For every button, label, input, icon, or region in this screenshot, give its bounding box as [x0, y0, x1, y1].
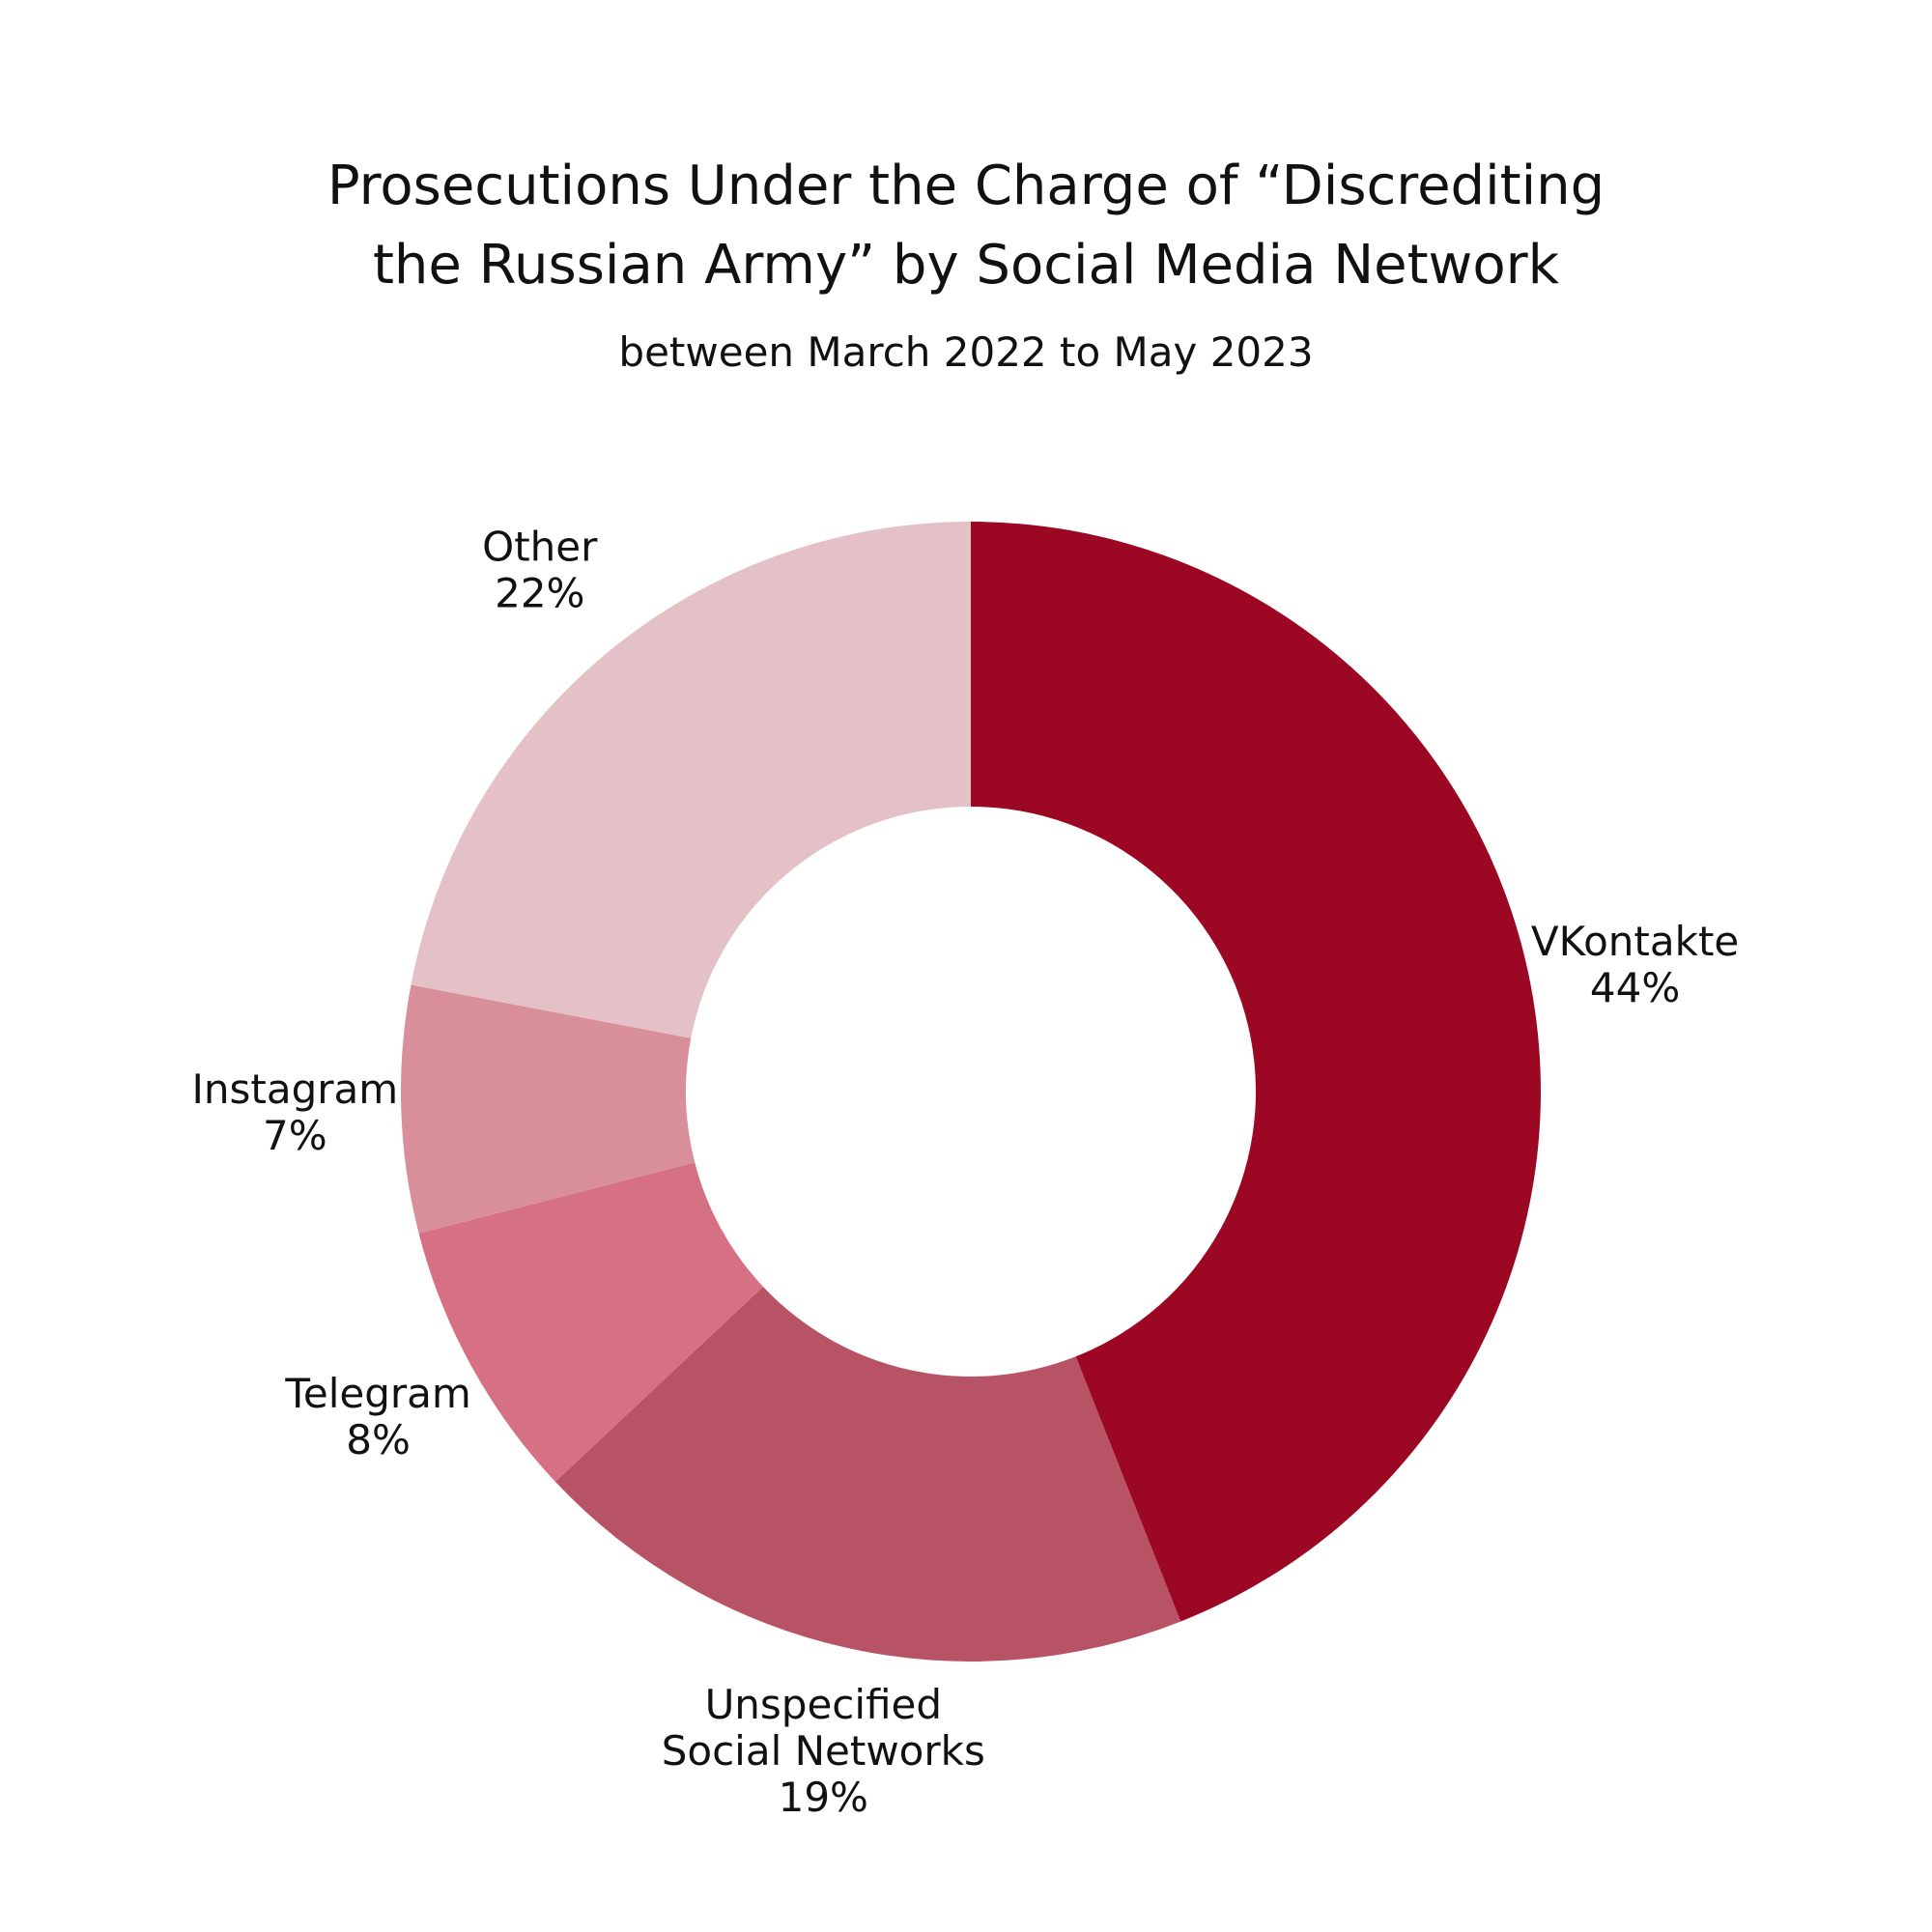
slice-name-label: Other [482, 524, 598, 571]
slice-label-unspecified-social-networks: Unspecified Social Networks 19% [662, 1681, 985, 1821]
slice-telegram [418, 1162, 763, 1482]
slice-unspecified-social-networks [554, 1286, 1181, 1662]
slice-name-label: Social Networks [662, 1727, 985, 1775]
slice-name-label: VKontakte [1531, 918, 1739, 965]
slice-vkontakte [971, 522, 1542, 1622]
slice-instagram [400, 984, 696, 1234]
slice-value-label: 8% [346, 1416, 411, 1463]
slice-label-instagram: Instagram 7% [192, 1065, 399, 1159]
chart-title: Prosecutions Under the Charge of “Discre… [242, 147, 1690, 305]
slice-value-label: 22% [495, 570, 584, 617]
slice-label-other: Other 22% [482, 524, 598, 617]
chart-subtitle: between March 2022 to May 2023 [618, 328, 1314, 376]
slice-value-label: 19% [779, 1774, 868, 1821]
slice-name-label: Instagram [192, 1065, 399, 1113]
slice-label-vkontakte: VKontakte 44% [1531, 918, 1739, 1011]
slice-other [411, 522, 971, 1038]
slice-label-telegram: Telegram 8% [284, 1370, 470, 1463]
donut-slices [400, 522, 1542, 1662]
slice-value-label: 44% [1590, 964, 1680, 1011]
slice-name-label: Telegram [284, 1370, 470, 1417]
slice-value-label: 7% [263, 1112, 327, 1159]
slice-name-label: Unspecified [705, 1681, 942, 1728]
chart-title-line-1: Prosecutions Under the Charge of “Discre… [327, 155, 1605, 217]
slice-labels: VKontakte 44% Unspecified Social Networks 19… [192, 524, 1740, 1822]
chart-title-line-2: the Russian Army” by Social Media Networ… [372, 234, 1560, 297]
